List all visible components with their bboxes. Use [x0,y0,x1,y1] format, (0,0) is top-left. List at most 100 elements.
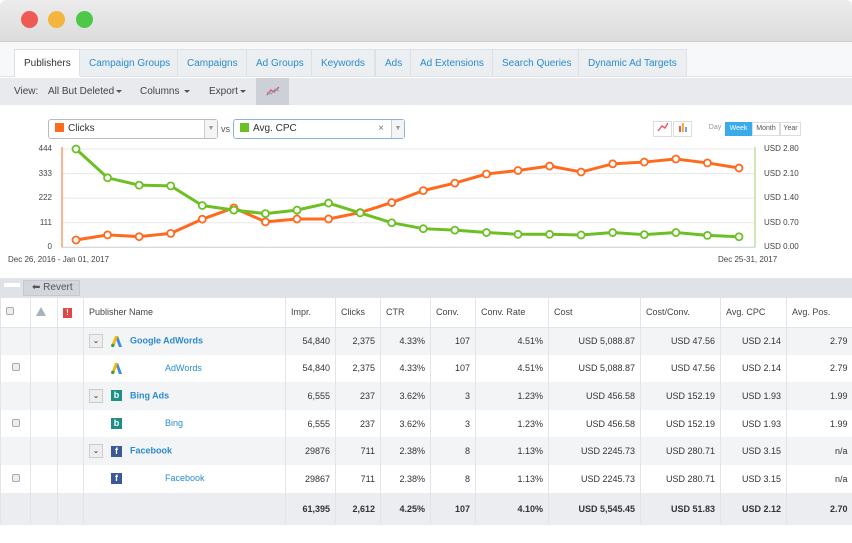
data-point[interactable] [134,180,144,190]
data-point[interactable] [418,186,428,196]
data-point[interactable] [197,214,207,224]
minimize-window-button[interactable] [48,11,65,28]
data-point[interactable] [450,225,460,235]
data-point[interactable] [545,161,554,171]
period-year-button[interactable]: Year [780,122,801,136]
dropdown-arrow-icon[interactable]: ▼ [391,120,404,138]
data-point[interactable] [261,217,270,227]
data-point[interactable] [292,214,302,224]
metric1-select[interactable]: Clicks ▼ [48,119,218,139]
bar-chart-type-button[interactable] [673,121,692,137]
data-point[interactable] [576,167,586,177]
column-header-cost[interactable]: Cost [548,298,641,328]
tab-search-queries[interactable]: Search Queries [492,49,582,76]
facebook-logo-icon: f [111,445,122,457]
data-point[interactable] [513,229,523,239]
chart-toggle-button[interactable] [256,78,289,105]
data-point[interactable] [703,230,712,240]
data-point[interactable] [324,214,333,224]
data-point[interactable] [292,205,302,215]
line-chart-type-button[interactable] [653,121,672,137]
data-point[interactable] [324,198,333,208]
data-point[interactable] [387,198,397,207]
data-point[interactable] [103,173,112,183]
close-window-button[interactable] [21,11,38,28]
tab-campaigns[interactable]: Campaigns [177,49,248,76]
row-checkbox[interactable] [11,363,20,372]
dropdown-arrow-icon[interactable]: ▼ [204,120,217,138]
collapse-handle[interactable] [4,283,20,287]
tab-ad-groups[interactable]: Ad Groups [246,49,314,76]
column-header-impr-[interactable]: Impr. [285,298,336,328]
publisher-name-link[interactable]: Bing [165,418,184,429]
data-point[interactable] [387,218,397,228]
data-point[interactable] [166,228,176,238]
data-point[interactable] [261,209,270,218]
data-point[interactable] [639,230,649,240]
revert-button[interactable]: ⬅ Revert [23,280,80,296]
row-checkbox[interactable] [11,418,20,427]
data-point[interactable] [513,166,523,175]
tab-dynamic-ad-targets[interactable]: Dynamic Ad Targets [578,49,687,76]
data-point[interactable] [734,232,744,242]
data-point[interactable] [103,230,112,240]
maximize-window-button[interactable] [76,11,93,28]
columns-dropdown[interactable]: Columns [140,78,191,105]
data-point[interactable] [482,228,491,237]
view-dropdown[interactable]: All But Deleted [48,78,123,105]
data-point[interactable] [450,178,460,188]
column-header-conv-rate[interactable]: Conv. Rate [475,298,549,328]
tab-keywords[interactable]: Keywords [311,49,375,76]
column-header-avg-pos-[interactable]: Avg. Pos. [786,298,852,328]
data-point[interactable] [734,163,744,173]
tab-ads[interactable]: Ads [375,49,413,76]
tab-ad-extensions[interactable]: Ad Extensions [410,49,494,76]
column-header-avg-cpc[interactable]: Avg. CPC [720,298,787,328]
right-axis-tick: USD 0.70 [764,217,799,227]
data-point[interactable] [71,144,81,154]
publisher-name-link[interactable]: Facebook [165,473,205,484]
collapse-chevron-icon[interactable]: ⌄ [89,388,103,403]
column-header-clicks[interactable]: Clicks [335,298,381,328]
data-point[interactable] [608,159,618,169]
publisher-name-link[interactable]: Google AdWords [130,335,203,346]
data-point[interactable] [71,235,81,245]
select-all-cell[interactable] [0,298,31,328]
collapse-chevron-icon[interactable]: ⌄ [89,334,103,349]
tab-campaign-groups[interactable]: Campaign Groups [79,49,181,76]
data-point[interactable] [576,230,586,240]
data-point[interactable] [166,181,176,191]
data-point[interactable] [671,228,681,237]
column-header-publisher-name[interactable]: Publisher Name [83,298,286,328]
column-header-cost-conv-[interactable]: Cost/Conv. [640,298,721,328]
collapse-chevron-icon[interactable]: ⌄ [89,444,103,459]
metric2-select[interactable]: Avg. CPC × ▼ [233,119,405,139]
data-point[interactable] [482,169,491,179]
data-point[interactable] [545,229,554,239]
data-point[interactable] [197,201,207,210]
data-point[interactable] [703,158,712,168]
publisher-name-link[interactable]: AdWords [165,362,202,373]
period-week-button[interactable]: Week [725,122,752,136]
publisher-name-link[interactable]: Bing Ads [130,390,170,401]
column-header-conv-[interactable]: Conv. [430,298,476,328]
clear-icon[interactable]: × [378,123,384,134]
data-point[interactable] [418,224,428,234]
period-day-button[interactable]: Day [708,124,722,131]
row-checkbox[interactable] [11,473,20,482]
column-header-ctr[interactable]: CTR [380,298,431,328]
data-point[interactable] [608,228,618,237]
cell-conv-: 3 [430,382,476,410]
tab-publishers[interactable]: Publishers [14,49,81,77]
data-point[interactable] [671,154,681,164]
data-point[interactable] [229,205,239,215]
cell-conv-: 8 [430,464,476,493]
data-point[interactable] [639,157,649,167]
period-month-button[interactable]: Month [752,122,780,136]
publisher-name-link[interactable]: Facebook [130,445,173,456]
select-all-checkbox[interactable] [6,307,14,316]
cell-conv-rate: 4.51% [475,354,549,383]
data-point[interactable] [134,232,144,242]
data-point[interactable] [355,208,365,218]
export-dropdown[interactable]: Export [209,78,246,105]
